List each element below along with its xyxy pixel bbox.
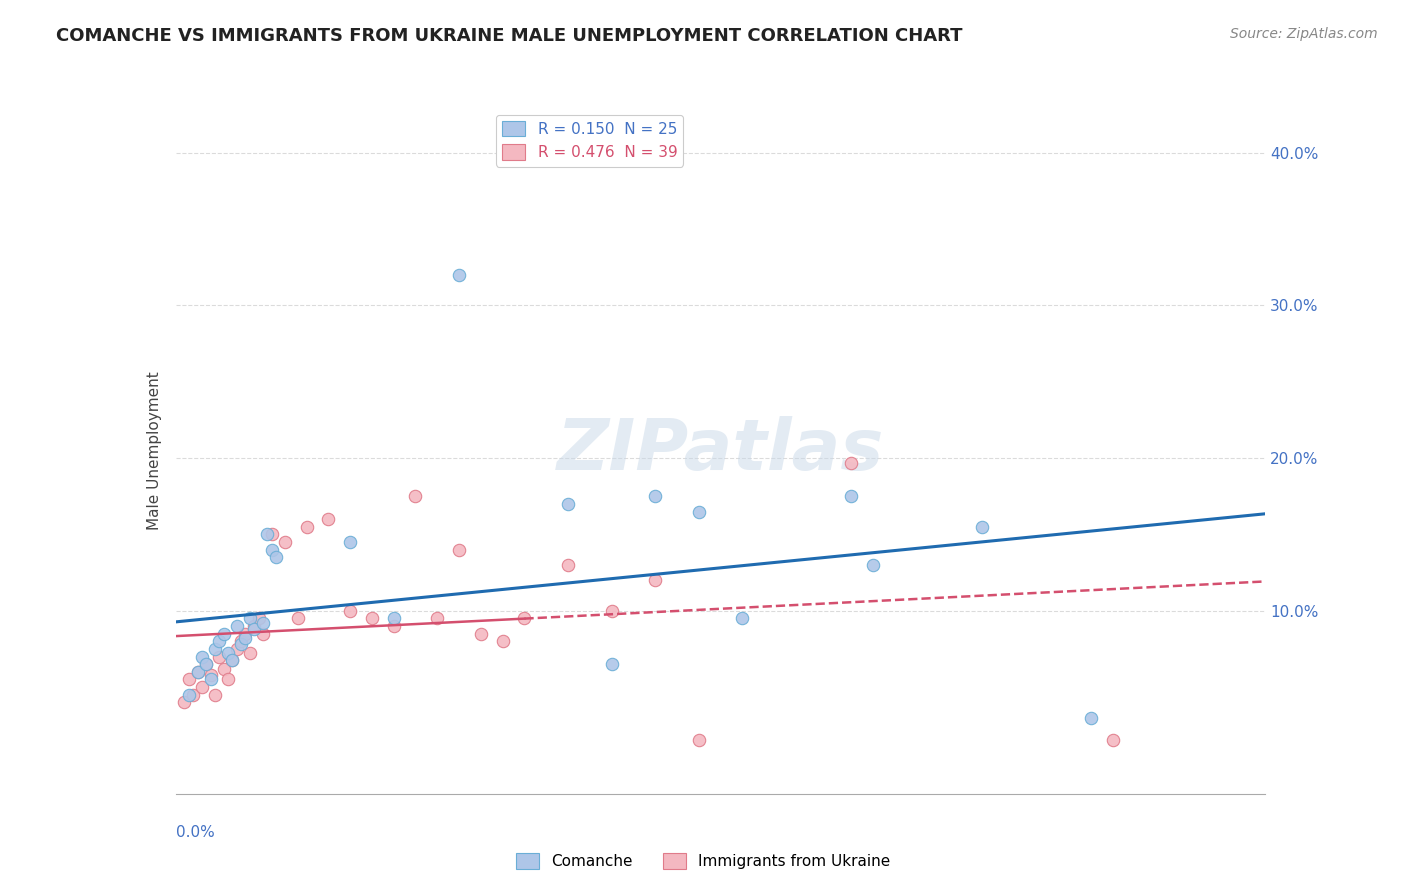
Point xyxy=(191,680,214,694)
Point xyxy=(235,626,257,640)
Point xyxy=(200,668,222,682)
Point xyxy=(221,652,243,666)
Point xyxy=(1080,710,1102,724)
Point xyxy=(513,611,536,625)
Point xyxy=(204,688,226,702)
Point xyxy=(274,535,297,549)
Point xyxy=(217,673,239,687)
Point xyxy=(186,665,209,679)
Point xyxy=(181,688,204,702)
Point xyxy=(186,665,209,679)
Point xyxy=(557,497,579,511)
Legend: Comanche, Immigrants from Ukraine: Comanche, Immigrants from Ukraine xyxy=(509,847,897,875)
Point xyxy=(204,641,226,656)
Point xyxy=(252,615,274,630)
Legend: R = 0.150  N = 25, R = 0.476  N = 39: R = 0.150 N = 25, R = 0.476 N = 39 xyxy=(496,115,683,167)
Point xyxy=(318,512,340,526)
Point xyxy=(256,527,278,541)
Point xyxy=(841,489,863,503)
Point xyxy=(295,520,318,534)
Point xyxy=(470,626,492,640)
Point xyxy=(447,542,470,557)
Point xyxy=(688,733,710,747)
Point xyxy=(841,456,863,470)
Text: ZIPatlas: ZIPatlas xyxy=(557,416,884,485)
Point xyxy=(239,611,262,625)
Point xyxy=(557,558,579,572)
Point xyxy=(644,573,666,587)
Point xyxy=(260,527,283,541)
Point xyxy=(426,611,449,625)
Point xyxy=(177,688,200,702)
Point xyxy=(243,619,266,633)
Point xyxy=(264,550,287,565)
Point xyxy=(200,673,222,687)
Point xyxy=(447,268,470,282)
Point xyxy=(970,520,993,534)
Point xyxy=(195,657,218,672)
Point xyxy=(287,611,309,625)
Point xyxy=(173,695,195,709)
Point xyxy=(644,489,666,503)
Point xyxy=(231,634,253,648)
Point xyxy=(1102,733,1125,747)
Point xyxy=(191,649,214,664)
Point xyxy=(260,542,283,557)
Point xyxy=(492,634,515,648)
Point xyxy=(382,611,405,625)
Point xyxy=(177,673,200,687)
Point xyxy=(688,504,710,518)
Point xyxy=(225,641,247,656)
Point xyxy=(382,619,405,633)
Point xyxy=(731,611,754,625)
Y-axis label: Male Unemployment: Male Unemployment xyxy=(146,371,162,530)
Point xyxy=(243,622,266,636)
Point xyxy=(862,558,884,572)
Point xyxy=(235,631,257,645)
Point xyxy=(600,657,623,672)
Point xyxy=(231,637,253,651)
Point xyxy=(405,489,427,503)
Point xyxy=(221,652,243,666)
Point xyxy=(195,657,218,672)
Point xyxy=(252,626,274,640)
Point xyxy=(217,647,239,661)
Point xyxy=(208,649,231,664)
Point xyxy=(208,634,231,648)
Point xyxy=(212,626,235,640)
Point xyxy=(212,662,235,676)
Point xyxy=(600,604,623,618)
Point xyxy=(247,611,270,625)
Point xyxy=(339,604,361,618)
Text: 0.0%: 0.0% xyxy=(176,825,215,839)
Point xyxy=(339,535,361,549)
Text: Source: ZipAtlas.com: Source: ZipAtlas.com xyxy=(1230,27,1378,41)
Point xyxy=(225,619,247,633)
Point xyxy=(239,647,262,661)
Text: COMANCHE VS IMMIGRANTS FROM UKRAINE MALE UNEMPLOYMENT CORRELATION CHART: COMANCHE VS IMMIGRANTS FROM UKRAINE MALE… xyxy=(56,27,963,45)
Point xyxy=(360,611,382,625)
